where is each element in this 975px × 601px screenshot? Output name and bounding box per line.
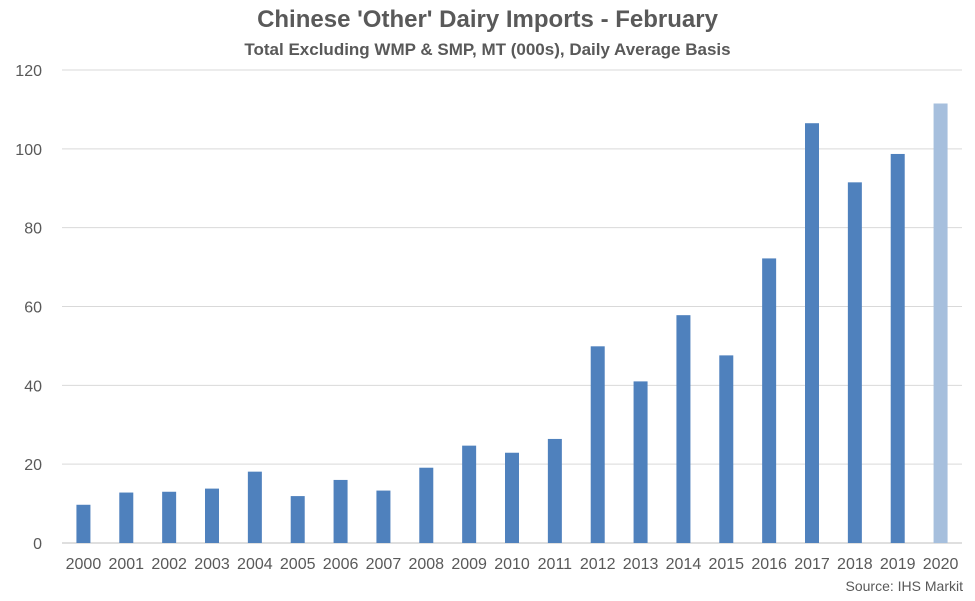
chart-title: Chinese 'Other' Dairy Imports - February bbox=[257, 6, 718, 33]
x-tick-label: 2018 bbox=[837, 556, 873, 573]
x-tick-label: 2011 bbox=[538, 556, 573, 573]
x-tick-label: 2005 bbox=[280, 556, 316, 573]
bar bbox=[290, 496, 305, 543]
y-tick-label: 80 bbox=[24, 221, 42, 238]
x-tick-label: 2017 bbox=[794, 556, 830, 573]
x-tick-label: 2006 bbox=[323, 556, 359, 573]
bar bbox=[590, 346, 605, 543]
y-tick-label: 60 bbox=[24, 300, 42, 317]
bar bbox=[933, 103, 948, 544]
x-tick-label: 2013 bbox=[623, 556, 659, 573]
x-tick-label: 2012 bbox=[580, 556, 616, 573]
y-tick-label: 120 bbox=[15, 63, 42, 80]
bar bbox=[847, 182, 862, 543]
bar bbox=[205, 488, 219, 543]
x-tick-label: 2008 bbox=[408, 556, 444, 573]
y-tick-label: 40 bbox=[24, 378, 42, 395]
y-tick-label: 0 bbox=[33, 536, 42, 553]
y-tick-label: 20 bbox=[24, 457, 42, 474]
bar bbox=[119, 492, 134, 543]
y-tick-label: 100 bbox=[15, 142, 42, 159]
bar bbox=[719, 355, 734, 543]
bar bbox=[805, 123, 819, 544]
x-tick-label: 2014 bbox=[666, 556, 702, 573]
bar bbox=[547, 438, 562, 543]
bar bbox=[676, 315, 691, 543]
x-tick-label: 2001 bbox=[108, 556, 144, 573]
source-note: Source: IHS Markit bbox=[845, 578, 963, 594]
bar bbox=[633, 381, 648, 543]
x-tick-label: 2002 bbox=[151, 556, 187, 573]
x-tick-label: 2000 bbox=[66, 556, 102, 573]
bar bbox=[462, 445, 477, 543]
x-tick-label: 2015 bbox=[708, 556, 744, 573]
x-tick-label: 2007 bbox=[366, 556, 402, 573]
bar bbox=[890, 153, 905, 543]
bar bbox=[76, 504, 91, 543]
bar bbox=[419, 467, 434, 543]
bar bbox=[762, 258, 777, 543]
x-tick-label: 2003 bbox=[194, 556, 230, 573]
bar bbox=[162, 491, 177, 543]
x-tick-label: 2009 bbox=[451, 556, 487, 573]
bar bbox=[333, 479, 348, 543]
x-tick-label: 2019 bbox=[880, 556, 916, 573]
x-tick-label: 2004 bbox=[237, 556, 273, 573]
x-tick-label: 2010 bbox=[494, 556, 530, 573]
bar bbox=[247, 471, 262, 543]
x-tick-label: 2016 bbox=[751, 556, 787, 573]
x-tick-label: 2020 bbox=[923, 556, 959, 573]
bar bbox=[376, 490, 391, 543]
bar bbox=[505, 452, 519, 543]
chart-subtitle: Total Excluding WMP & SMP, MT (000s), Da… bbox=[244, 40, 731, 59]
